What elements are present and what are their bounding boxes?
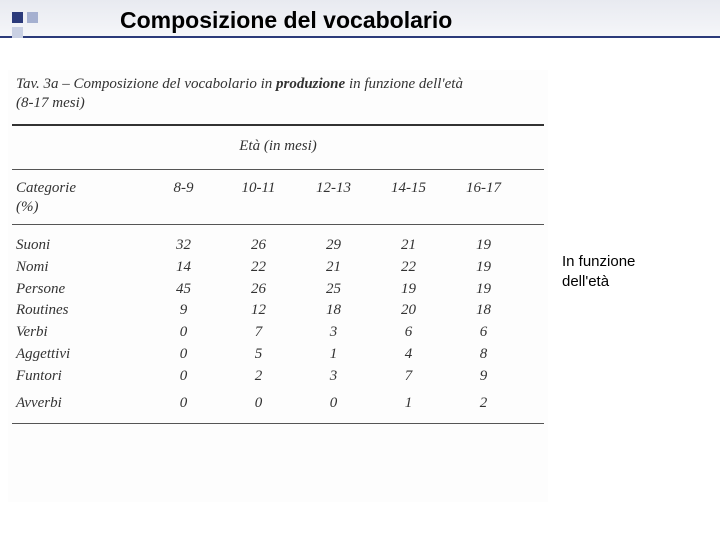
caption-suffix: in funzione dell'età bbox=[345, 76, 463, 92]
cell: 19 bbox=[446, 257, 521, 279]
rule-under-age bbox=[12, 169, 544, 170]
row-label: Funtori bbox=[16, 366, 146, 388]
pct-label: (%) bbox=[8, 199, 548, 220]
cell: 19 bbox=[446, 235, 521, 257]
caption-prefix: Tav. 3a – Composizione del vocabolario i… bbox=[16, 76, 276, 92]
cell: 22 bbox=[221, 257, 296, 279]
cell: 45 bbox=[146, 279, 221, 301]
cell: 1 bbox=[371, 393, 446, 415]
age-col-1: 10-11 bbox=[221, 180, 296, 197]
cell: 20 bbox=[371, 300, 446, 322]
cell: 9 bbox=[146, 300, 221, 322]
cell: 18 bbox=[296, 300, 371, 322]
rule-bottom bbox=[12, 423, 544, 424]
table-row: Avverbi 0 0 0 1 2 bbox=[16, 393, 540, 415]
rule-under-headers bbox=[12, 224, 544, 225]
data-rows: Suoni 32 26 29 21 19 Nomi 14 22 21 22 19… bbox=[8, 229, 548, 419]
row-label: Avverbi bbox=[16, 393, 146, 415]
cell: 26 bbox=[221, 235, 296, 257]
table-row: Verbi 0 7 3 6 6 bbox=[16, 322, 540, 344]
age-header: Età (in mesi) bbox=[8, 132, 548, 165]
row-label: Routines bbox=[16, 300, 146, 322]
column-headers: Categorie 8-9 10-11 12-13 14-15 16-17 bbox=[8, 174, 548, 199]
cell: 2 bbox=[221, 366, 296, 388]
cell: 18 bbox=[446, 300, 521, 322]
table-row: Aggettivi 0 5 1 4 8 bbox=[16, 344, 540, 366]
cell: 7 bbox=[221, 322, 296, 344]
cell: 19 bbox=[446, 279, 521, 301]
cell: 22 bbox=[371, 257, 446, 279]
side-note-line1: In funzione bbox=[562, 253, 635, 270]
cell: 0 bbox=[146, 322, 221, 344]
cell: 26 bbox=[221, 279, 296, 301]
age-col-4: 16-17 bbox=[446, 180, 521, 197]
cell: 21 bbox=[296, 257, 371, 279]
row-label: Verbi bbox=[16, 322, 146, 344]
cell: 21 bbox=[371, 235, 446, 257]
table-row: Funtori 0 2 3 7 9 bbox=[16, 366, 540, 388]
table-row: Nomi 14 22 21 22 19 bbox=[16, 257, 540, 279]
category-header: Categorie bbox=[16, 180, 146, 197]
cell: 19 bbox=[371, 279, 446, 301]
cell: 1 bbox=[296, 344, 371, 366]
cell: 14 bbox=[146, 257, 221, 279]
cell: 8 bbox=[446, 344, 521, 366]
table-row: Suoni 32 26 29 21 19 bbox=[16, 235, 540, 257]
cell: 32 bbox=[146, 235, 221, 257]
cell: 0 bbox=[146, 366, 221, 388]
caption-bold: produzione bbox=[276, 76, 345, 92]
cell: 25 bbox=[296, 279, 371, 301]
page-title: Composizione del vocabolario bbox=[120, 7, 452, 34]
cell: 0 bbox=[146, 393, 221, 415]
age-col-2: 12-13 bbox=[296, 180, 371, 197]
cell: 3 bbox=[296, 366, 371, 388]
cell: 12 bbox=[221, 300, 296, 322]
rule-top bbox=[12, 124, 544, 126]
cell: 5 bbox=[221, 344, 296, 366]
decor-square-light bbox=[12, 27, 23, 38]
cell: 2 bbox=[446, 393, 521, 415]
table-row: Routines 9 12 18 20 18 bbox=[16, 300, 540, 322]
row-label: Aggettivi bbox=[16, 344, 146, 366]
side-note: In funzione dell'età bbox=[562, 252, 702, 291]
row-label: Suoni bbox=[16, 235, 146, 257]
side-note-line2: dell'età bbox=[562, 273, 609, 290]
age-col-3: 14-15 bbox=[371, 180, 446, 197]
table-caption-sub: (8-17 mesi) bbox=[8, 95, 548, 118]
cell: 4 bbox=[371, 344, 446, 366]
table-caption: Tav. 3a – Composizione del vocabolario i… bbox=[8, 70, 548, 95]
row-label: Nomi bbox=[16, 257, 146, 279]
table-row: Persone 45 26 25 19 19 bbox=[16, 279, 540, 301]
cell: 6 bbox=[371, 322, 446, 344]
cell: 9 bbox=[446, 366, 521, 388]
cell: 0 bbox=[146, 344, 221, 366]
cell: 7 bbox=[371, 366, 446, 388]
cell: 29 bbox=[296, 235, 371, 257]
decor-square-dark bbox=[12, 12, 23, 23]
row-label: Persone bbox=[16, 279, 146, 301]
cell: 0 bbox=[221, 393, 296, 415]
age-col-0: 8-9 bbox=[146, 180, 221, 197]
table-scan: Tav. 3a – Composizione del vocabolario i… bbox=[8, 70, 548, 502]
cell: 0 bbox=[296, 393, 371, 415]
cell: 6 bbox=[446, 322, 521, 344]
cell: 3 bbox=[296, 322, 371, 344]
decor-square-mid bbox=[27, 12, 38, 23]
